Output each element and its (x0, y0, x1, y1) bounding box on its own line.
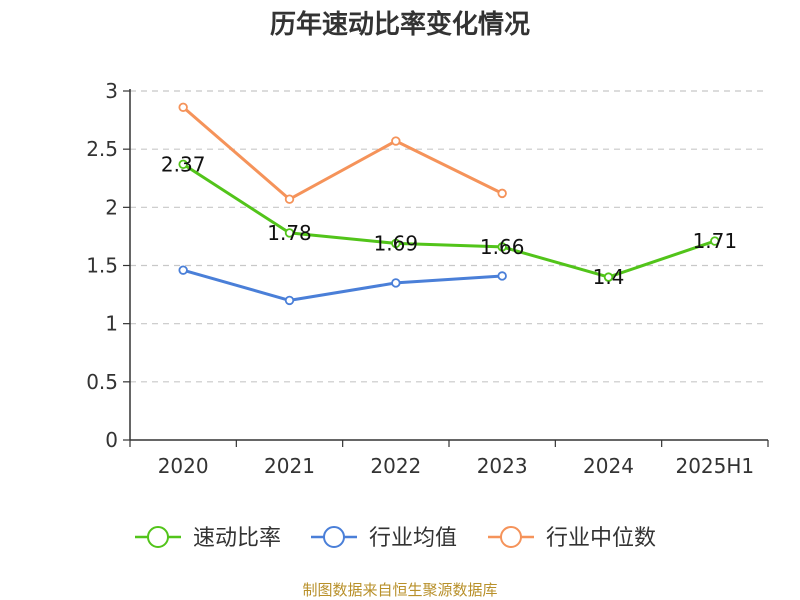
series-lines (178, 102, 720, 306)
series-line-2 (182, 106, 503, 201)
legend-swatch-marker (323, 526, 345, 548)
legend-swatch-marker (147, 526, 169, 548)
data-point (497, 271, 507, 281)
data-point (603, 272, 614, 282)
chart-title: 历年速动比率变化情况 (270, 9, 530, 40)
grid-lines (130, 90, 768, 383)
data-label: 1.71 (693, 229, 738, 253)
series-line-0 (182, 163, 716, 279)
legend-entry: 行业均值 (369, 526, 457, 551)
data-label: 2.37 (161, 152, 206, 176)
data-point (391, 238, 401, 249)
legend-entry: 速动比率 (193, 526, 281, 551)
x-tick-label: 2022 (370, 454, 421, 478)
y-tick-label: 2 (105, 195, 118, 219)
x-tick-label: 2024 (583, 454, 634, 478)
data-labels: 2.37 1.78 1.69 1.66 1.4 1.71 (161, 152, 737, 289)
data-point (710, 236, 720, 246)
x-tick-label: 2025H1 (675, 454, 754, 478)
data-label: 1.78 (267, 221, 312, 245)
data-point (284, 194, 295, 204)
y-tick-label: 3 (105, 79, 118, 103)
legend-entry: 行业中位数 (546, 526, 656, 551)
data-point (178, 265, 188, 275)
legend-swatch-marker (500, 526, 522, 548)
x-tick-label: 2021 (264, 454, 315, 478)
data-point (391, 136, 401, 146)
data-point (497, 188, 507, 199)
data-point (178, 102, 188, 112)
data-point (284, 228, 295, 238)
y-tick-label: 0 (105, 428, 118, 452)
data-label: 1.69 (374, 231, 419, 255)
data-point (391, 278, 401, 288)
data-point (284, 295, 295, 306)
data-point (178, 159, 188, 169)
y-tick-label: 1 (105, 312, 118, 336)
data-point (497, 242, 507, 252)
data-label: 1.66 (480, 235, 525, 259)
y-tick-label: 0.5 (86, 370, 118, 394)
series-line-1 (182, 268, 503, 302)
axes: 0 0.5 1 1.5 2 2.5 3 2020 2021 2022 2023 2024 2025H1 (86, 79, 769, 478)
legend: 速动比率 行业均值 行业中位数 (135, 526, 656, 551)
x-tick-label: 2023 (477, 454, 528, 478)
source-note: 制图数据来自恒生聚源数据库 (302, 581, 497, 599)
y-tick-label: 1.5 (86, 254, 118, 278)
x-tick-label: 2020 (158, 454, 209, 478)
data-label: 1.4 (593, 265, 625, 289)
y-tick-label: 2.5 (86, 137, 118, 161)
